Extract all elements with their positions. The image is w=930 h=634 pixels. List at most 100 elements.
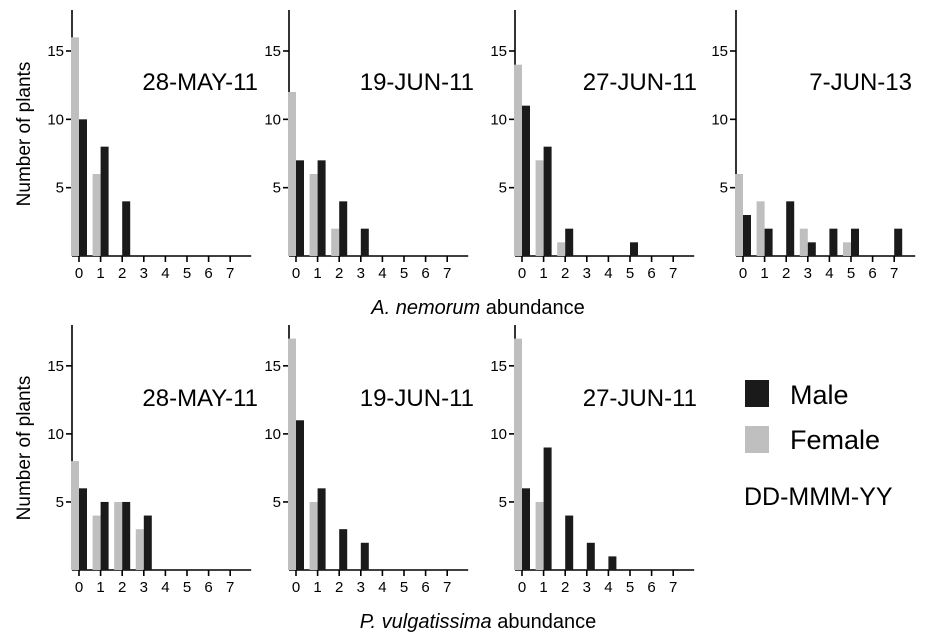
x-tick-label: 6 [868,265,876,282]
x-tick-label: 7 [226,265,234,282]
bar-male [586,542,595,570]
x-tick-label: 2 [335,265,343,282]
y-axis-title-top: Number of plants [14,62,35,207]
x-axis-title-bottom-suffix: abundance [492,611,597,633]
y-axis-title-top-text: Number of plants [14,62,35,207]
bar-female [288,338,296,570]
x-axis-title-bottom: P. vulgatissima abundance [360,611,596,633]
bar-male [807,242,816,256]
x-tick-label: 4 [378,579,386,596]
x-tick-label: 3 [583,579,591,596]
bar-male [851,228,859,256]
bar-female [288,92,296,256]
x-tick-label: 5 [626,579,634,596]
bar-female [331,228,340,256]
legend-female-label: Female [790,425,880,455]
x-tick-label: 5 [400,579,408,596]
legend-male-swatch [745,380,769,407]
x-tick-label: 1 [313,579,321,596]
panel-date-label: 28-MAY-11 [142,385,258,412]
x-tick-label: 3 [140,265,148,282]
bar-male [630,242,638,256]
x-tick-label: 2 [561,265,569,282]
x-tick-label: 2 [118,265,126,282]
panel-date-label: 7-JUN-13 [809,69,912,96]
y-tick-label: 10 [264,111,281,128]
x-axis-title-top-suffix: abundance [480,297,585,319]
x-tick-label: 2 [118,579,126,596]
bar-male [743,215,751,256]
y-tick-label: 10 [490,426,507,443]
y-tick-label: 5 [273,180,281,197]
legend-male-label: Male [790,380,849,410]
x-tick-label: 3 [357,265,365,282]
x-tick-label: 0 [292,579,300,596]
x-axis-title-top-species: A. nemorum [370,297,480,319]
bar-male [565,515,574,570]
bar-female [514,64,522,257]
bar-female [135,529,144,570]
panel-date-label: 27-JUN-11 [583,69,697,96]
x-tick-label: 1 [539,579,547,596]
x-tick-label: 4 [825,265,833,282]
bar-male [543,447,552,570]
bar-male [317,160,326,256]
x-tick-label: 2 [782,265,790,282]
bar-male [608,556,617,570]
bar-male [79,119,87,256]
bar-male [100,501,109,570]
x-tick-label: 0 [739,265,747,282]
panel-date-label: 27-JUN-11 [583,385,697,412]
x-tick-label: 2 [561,579,569,596]
bar-male [786,201,795,256]
x-tick-label: 1 [96,265,104,282]
y-tick-label: 15 [490,43,507,60]
x-tick-label: 7 [890,265,898,282]
x-tick-label: 4 [161,265,169,282]
x-tick-label: 5 [400,265,408,282]
bar-male [143,515,152,570]
bar-female [843,242,851,256]
x-tick-label: 0 [518,579,526,596]
y-tick-label: 10 [264,426,281,443]
bar-male [360,542,369,570]
bar-male [79,488,87,570]
bar-female [92,174,101,256]
x-tick-label: 7 [443,579,451,596]
panel-date-label: 19-JUN-11 [360,69,474,96]
legend-date-format-label: DD-MMM-YY [744,483,893,511]
y-tick-label: 5 [720,180,728,197]
bar-male [339,201,348,256]
x-tick-label: 4 [161,579,169,596]
x-tick-label: 4 [604,579,612,596]
bar-male [894,228,903,256]
y-tick-label: 5 [273,494,281,511]
x-tick-label: 7 [669,579,677,596]
y-tick-label: 10 [47,426,64,443]
y-tick-label: 15 [490,358,507,375]
y-tick-label: 15 [264,43,281,60]
bar-male [122,201,131,256]
x-tick-label: 3 [140,579,148,596]
bar-male [122,501,131,570]
x-tick-label: 3 [583,265,591,282]
bar-male [360,228,369,256]
x-axis-title-bottom-species: P. vulgatissima [360,611,492,633]
x-tick-label: 3 [357,579,365,596]
bar-female [535,501,544,570]
bar-male [764,228,773,256]
x-tick-label: 7 [226,579,234,596]
bar-male [100,146,109,256]
y-tick-label: 15 [711,43,728,60]
y-tick-label: 15 [47,358,64,375]
bar-female [799,228,808,256]
y-tick-label: 10 [711,111,728,128]
x-tick-label: 0 [518,265,526,282]
y-tick-label: 15 [264,358,281,375]
bar-male [543,146,552,256]
bar-male [522,105,530,257]
